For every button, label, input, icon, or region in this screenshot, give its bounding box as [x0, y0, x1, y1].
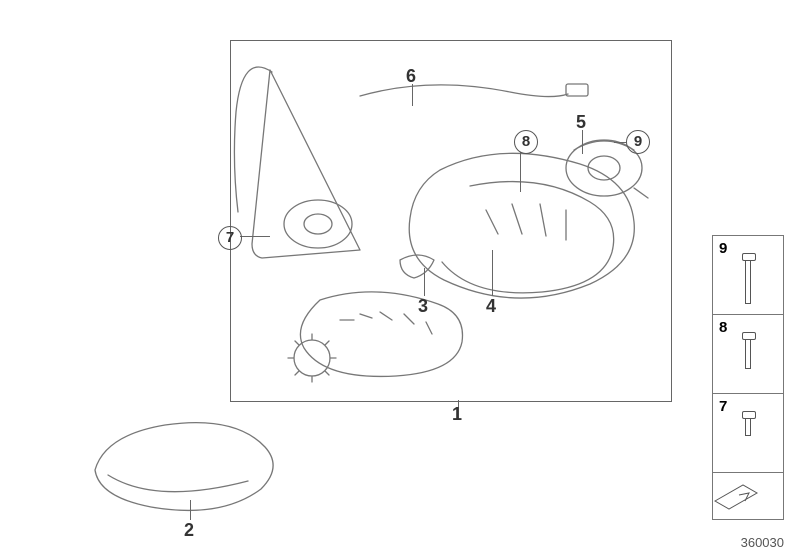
hardware-label: 9	[719, 240, 727, 257]
callout-1: 1	[452, 404, 462, 425]
screw-medium-icon	[745, 337, 751, 369]
callout-2: 2	[184, 520, 194, 541]
leader-8	[520, 152, 521, 192]
leader-3	[424, 268, 425, 296]
callout-3: 3	[418, 296, 428, 317]
hardware-row	[713, 473, 783, 519]
leader-9	[614, 142, 626, 143]
callout-7: 7	[218, 226, 242, 250]
leader-5	[582, 130, 583, 154]
hardware-row: 9	[713, 236, 783, 315]
callout-4: 4	[486, 296, 496, 317]
hardware-label: 8	[719, 319, 727, 336]
callout-9: 9	[626, 130, 650, 154]
hardware-label: 7	[719, 398, 727, 415]
hardware-legend: 9 8 7	[712, 235, 784, 520]
callout-8: 8	[514, 130, 538, 154]
leader-7	[240, 236, 270, 237]
parts-lineart	[0, 0, 800, 560]
leader-6	[412, 84, 413, 106]
diagram-stage: 1 2 3 4 5 6 7 8 9 9 8 7 360030	[0, 0, 800, 560]
next-page-icon	[713, 481, 759, 511]
screw-long-icon	[745, 258, 751, 304]
hardware-row: 7	[713, 394, 783, 473]
callout-6: 6	[406, 66, 416, 87]
diagram-id: 360030	[741, 535, 784, 550]
hardware-row: 8	[713, 315, 783, 394]
leader-2	[190, 500, 191, 520]
screw-short-icon	[745, 416, 751, 436]
callout-5: 5	[576, 112, 586, 133]
leader-4	[492, 250, 493, 296]
